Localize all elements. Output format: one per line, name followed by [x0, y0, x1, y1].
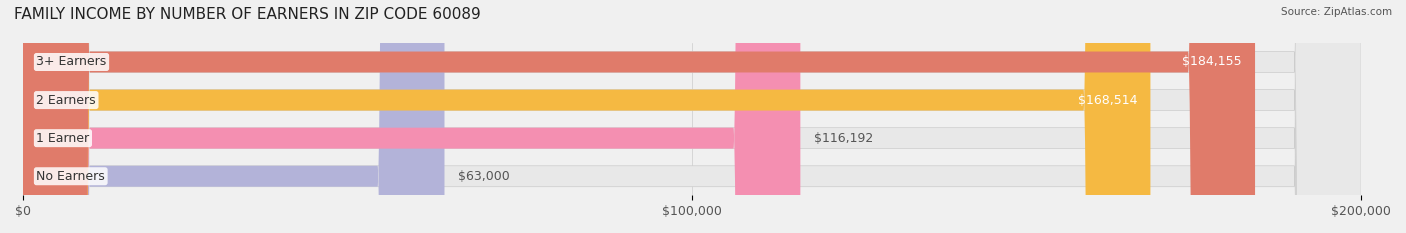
Text: No Earners: No Earners	[37, 170, 105, 183]
FancyBboxPatch shape	[22, 0, 1361, 233]
FancyBboxPatch shape	[22, 0, 1150, 233]
Text: $168,514: $168,514	[1077, 94, 1137, 106]
FancyBboxPatch shape	[22, 0, 1361, 233]
Text: 1 Earner: 1 Earner	[37, 132, 90, 145]
Text: FAMILY INCOME BY NUMBER OF EARNERS IN ZIP CODE 60089: FAMILY INCOME BY NUMBER OF EARNERS IN ZI…	[14, 7, 481, 22]
Text: Source: ZipAtlas.com: Source: ZipAtlas.com	[1281, 7, 1392, 17]
Text: $63,000: $63,000	[458, 170, 509, 183]
FancyBboxPatch shape	[22, 0, 444, 233]
FancyBboxPatch shape	[22, 0, 800, 233]
Text: 3+ Earners: 3+ Earners	[37, 55, 107, 69]
Text: 2 Earners: 2 Earners	[37, 94, 96, 106]
FancyBboxPatch shape	[22, 0, 1361, 233]
Text: $184,155: $184,155	[1182, 55, 1241, 69]
FancyBboxPatch shape	[22, 0, 1361, 233]
FancyBboxPatch shape	[22, 0, 1256, 233]
Text: $116,192: $116,192	[814, 132, 873, 145]
